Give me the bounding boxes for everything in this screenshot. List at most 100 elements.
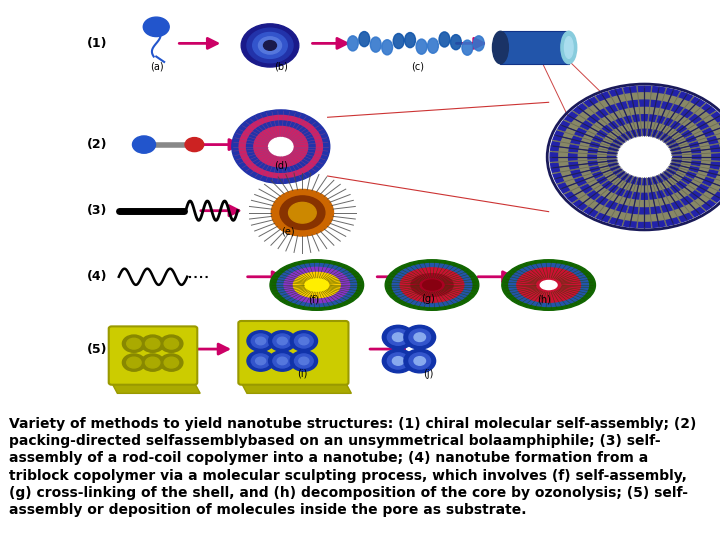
Circle shape <box>164 338 179 349</box>
Ellipse shape <box>530 275 567 295</box>
Circle shape <box>143 17 169 37</box>
Ellipse shape <box>451 35 462 50</box>
Ellipse shape <box>502 260 595 310</box>
Circle shape <box>273 354 292 368</box>
Circle shape <box>164 357 179 368</box>
Circle shape <box>160 335 183 352</box>
Ellipse shape <box>370 37 381 52</box>
Circle shape <box>404 325 436 349</box>
Circle shape <box>387 329 409 345</box>
Ellipse shape <box>305 279 328 292</box>
Circle shape <box>271 190 333 236</box>
Circle shape <box>264 40 276 50</box>
Circle shape <box>247 350 274 371</box>
Circle shape <box>588 114 701 199</box>
Text: (j): (j) <box>423 369 433 379</box>
Circle shape <box>618 137 670 177</box>
Text: assembly or deposition of molecules inside the pore as substrate.: assembly or deposition of molecules insi… <box>9 503 526 517</box>
Circle shape <box>382 325 414 349</box>
Circle shape <box>254 126 307 167</box>
Text: (i): (i) <box>297 369 307 379</box>
Circle shape <box>569 100 720 214</box>
Text: (4): (4) <box>87 271 107 284</box>
Text: (1): (1) <box>87 37 107 50</box>
Ellipse shape <box>270 260 364 310</box>
Circle shape <box>141 354 164 371</box>
Circle shape <box>608 129 681 185</box>
Text: (c): (c) <box>411 61 424 71</box>
Circle shape <box>253 32 287 58</box>
Text: (2): (2) <box>87 138 107 151</box>
Polygon shape <box>112 382 200 393</box>
Ellipse shape <box>385 260 479 310</box>
Circle shape <box>290 350 318 371</box>
Circle shape <box>289 202 316 223</box>
Circle shape <box>598 122 691 192</box>
Text: Variety of methods to yield nanotube structures: (1) chiral molecular self-assem: Variety of methods to yield nanotube str… <box>9 417 696 431</box>
Ellipse shape <box>462 40 473 55</box>
Circle shape <box>294 354 313 368</box>
Ellipse shape <box>294 272 340 298</box>
Circle shape <box>269 138 293 156</box>
Circle shape <box>256 337 266 345</box>
Ellipse shape <box>405 32 415 48</box>
Circle shape <box>145 357 160 368</box>
Circle shape <box>269 350 296 371</box>
Circle shape <box>409 329 431 345</box>
Circle shape <box>280 196 325 229</box>
Circle shape <box>247 28 293 63</box>
Circle shape <box>122 335 145 352</box>
Circle shape <box>414 356 426 365</box>
Circle shape <box>299 357 309 364</box>
Circle shape <box>251 334 270 348</box>
Ellipse shape <box>348 36 359 51</box>
Text: (g): (g) <box>421 294 436 305</box>
Ellipse shape <box>474 36 484 51</box>
Circle shape <box>404 349 436 373</box>
Text: assembly of a rod-coil copolymer into a nanotube; (4) nanotube formation from a: assembly of a rod-coil copolymer into a … <box>9 451 648 465</box>
Circle shape <box>251 354 270 368</box>
Circle shape <box>414 333 426 341</box>
Circle shape <box>559 93 720 221</box>
Circle shape <box>239 116 323 178</box>
Ellipse shape <box>393 33 404 49</box>
Circle shape <box>258 37 282 54</box>
Circle shape <box>232 110 330 184</box>
Circle shape <box>261 132 300 161</box>
Ellipse shape <box>564 37 573 58</box>
Ellipse shape <box>492 31 508 64</box>
Circle shape <box>256 357 266 364</box>
FancyBboxPatch shape <box>238 321 348 384</box>
Ellipse shape <box>400 268 464 302</box>
Circle shape <box>387 353 409 369</box>
Circle shape <box>122 354 145 371</box>
Circle shape <box>141 335 164 352</box>
Text: (b): (b) <box>274 61 288 71</box>
Text: (g) cross-linking of the shell, and (h) decomposition of the core by ozonolysis;: (g) cross-linking of the shell, and (h) … <box>9 486 688 500</box>
Circle shape <box>409 353 431 369</box>
Circle shape <box>269 330 296 351</box>
Text: (e): (e) <box>282 226 294 237</box>
Circle shape <box>277 357 287 364</box>
Ellipse shape <box>428 38 438 53</box>
Circle shape <box>145 338 160 349</box>
Text: packing-directed selfassemblybased on an unsymmetrical bolaamphiphile; (3) self-: packing-directed selfassemblybased on an… <box>9 434 660 448</box>
Ellipse shape <box>416 39 427 54</box>
Text: (a): (a) <box>150 61 163 71</box>
Ellipse shape <box>517 268 580 302</box>
Polygon shape <box>241 382 351 393</box>
Ellipse shape <box>423 280 441 290</box>
Circle shape <box>578 107 711 206</box>
Text: (d): (d) <box>274 160 288 170</box>
Ellipse shape <box>277 264 356 307</box>
Circle shape <box>273 334 292 348</box>
Ellipse shape <box>439 32 450 47</box>
Text: (f): (f) <box>307 294 319 305</box>
Ellipse shape <box>509 264 588 307</box>
Circle shape <box>277 337 287 345</box>
Text: (5): (5) <box>87 342 107 355</box>
Circle shape <box>127 357 141 368</box>
Ellipse shape <box>392 264 472 307</box>
Text: (3): (3) <box>87 204 107 217</box>
Circle shape <box>241 24 299 67</box>
